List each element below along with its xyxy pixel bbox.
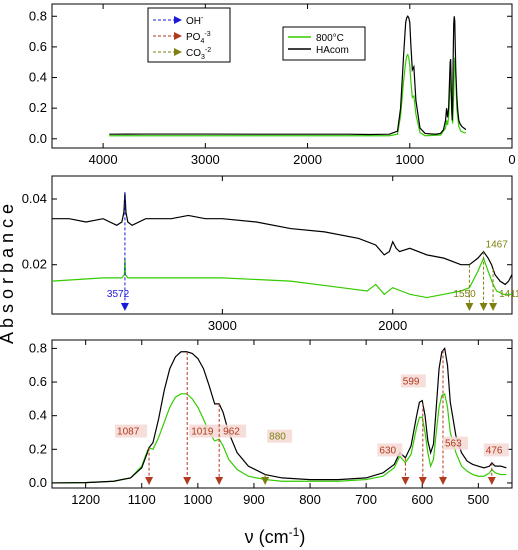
band-legend-arrow xyxy=(174,16,182,24)
annotation-label-bg xyxy=(443,436,468,450)
plot-frame xyxy=(51,3,513,149)
annotation-arrow xyxy=(215,477,224,485)
band-legend-label-sub: 4 xyxy=(200,38,204,45)
annotation-label: 3572 xyxy=(107,289,130,300)
annotation-arrow xyxy=(183,477,192,485)
y-tick-label: 0.4 xyxy=(29,408,47,423)
x-axis-label-sup: -1 xyxy=(289,525,300,539)
x-tick-label: 900 xyxy=(243,492,265,507)
panel-3: 1200 1100 1000 900 800 700 600 500 0.0 0.2 0.4 0.6 0… xyxy=(29,339,513,507)
annotation-label: 599 xyxy=(403,376,420,387)
legend-label: HAcom xyxy=(316,45,349,56)
x-tick-label: 2000 xyxy=(378,318,407,333)
annotation-arrow xyxy=(489,303,498,311)
panel-2: 3000 2000 0.02 0.04 3572 1550 1467 1411 xyxy=(22,175,518,333)
annotation-label-bg xyxy=(483,443,509,457)
x-axis-label: ν (cm-1) xyxy=(245,525,306,547)
series-line-hacom xyxy=(109,15,467,136)
x-axis-label-end: ) xyxy=(299,527,305,547)
y-axis-label: A b s o r b a n c e xyxy=(0,204,17,344)
y-tick-label: 0.2 xyxy=(29,100,47,115)
x-tick-label: 700 xyxy=(355,492,377,507)
y-tick-label: 0.0 xyxy=(29,131,47,146)
annotation-label: 962 xyxy=(223,427,240,438)
y-tick-label: 0.6 xyxy=(29,374,47,389)
band-legend-label: PO4-3 xyxy=(186,31,211,45)
annotation-label: 1411 xyxy=(499,289,518,300)
band-legend-label: CO3-2 xyxy=(186,47,211,61)
annotation-label: 563 xyxy=(445,439,462,450)
annotation-label-bg xyxy=(115,424,148,438)
annotation-arrow xyxy=(439,477,447,485)
y-tick-label: 0.8 xyxy=(29,8,47,23)
x-tick-label: 3000 xyxy=(191,152,220,167)
annotation-arrow xyxy=(261,477,270,485)
series-line-sample-800c xyxy=(51,256,512,299)
band-legend-arrow xyxy=(174,32,182,40)
y-tick-label: 0.6 xyxy=(29,39,47,54)
annotation-arrow xyxy=(479,303,488,311)
x-tick-label: 0 xyxy=(508,152,515,167)
annotation-arrow xyxy=(145,477,154,485)
annotation-label: 1087 xyxy=(117,427,140,438)
band-legend-label-sup: - xyxy=(201,15,204,22)
band-legend-label-main: CO xyxy=(186,48,201,59)
band-legend-label: OH- xyxy=(186,15,204,27)
plot-frame xyxy=(51,339,513,489)
y-tick-label: 0.2 xyxy=(29,441,47,456)
legend-label: 800°C xyxy=(316,33,344,44)
x-tick-label: 800 xyxy=(299,492,321,507)
legend-box xyxy=(282,26,366,61)
band-legend-label-main: OH xyxy=(186,16,201,27)
series-line-sample-800c xyxy=(51,392,507,484)
x-tick-label: 2000 xyxy=(293,152,322,167)
series-line-hacom xyxy=(52,192,513,286)
annotation-label-bg xyxy=(377,443,403,457)
x-tick-label: 1000 xyxy=(395,152,424,167)
x-tick-label: 3000 xyxy=(208,318,237,333)
band-legend-label-sup: -2 xyxy=(205,47,211,54)
annotation-label: 476 xyxy=(486,445,503,456)
annotation-label: 880 xyxy=(269,432,286,443)
annotation-label-bg xyxy=(189,424,222,438)
annotation-label-bg xyxy=(400,374,426,388)
y-tick-label: 0.04 xyxy=(22,191,47,206)
x-tick-label: 1100 xyxy=(128,492,156,507)
plot-frame xyxy=(51,175,513,315)
annotation-arrow xyxy=(418,477,427,485)
x-tick-label: 4000 xyxy=(89,152,118,167)
y-tick-label: 0.4 xyxy=(29,70,47,85)
x-tick-label: 600 xyxy=(411,492,433,507)
annotation-arrow xyxy=(487,477,496,485)
y-tick-label: 0.8 xyxy=(29,340,47,355)
x-tick-label: 500 xyxy=(467,492,489,507)
band-legend-label-sub: 3 xyxy=(201,54,205,61)
x-tick-label: 1000 xyxy=(183,492,212,507)
x-axis-label-main: ν (cm xyxy=(245,527,289,547)
x-tick-label: 1200 xyxy=(71,492,100,507)
panel-1: 4000 3000 2000 1000 0 0.0 0.2 0.4 0.6 0.8 800°CHAc… xyxy=(29,3,516,167)
annotation-arrow xyxy=(465,303,474,311)
annotation-label: 1019 xyxy=(191,427,214,438)
annotation-label: 1467 xyxy=(486,240,509,251)
annotation-label: 630 xyxy=(379,445,396,456)
band-legend-box xyxy=(147,7,231,63)
annotation-label: 1550 xyxy=(453,289,476,300)
y-tick-label: 0.0 xyxy=(29,475,47,490)
annotation-arrow xyxy=(120,303,129,311)
annotation-label-bg xyxy=(267,429,293,443)
annotation-label-bg xyxy=(221,424,247,438)
panels: 4000 3000 2000 1000 0 0.0 0.2 0.4 0.6 0.8 800°CHAc… xyxy=(22,3,518,507)
y-tick-label: 0.02 xyxy=(22,257,47,272)
band-legend-label-main: PO xyxy=(186,32,201,43)
band-legend-arrow xyxy=(174,48,182,56)
band-legend-label-sup: -3 xyxy=(204,31,210,38)
annotation-arrow xyxy=(401,477,410,485)
